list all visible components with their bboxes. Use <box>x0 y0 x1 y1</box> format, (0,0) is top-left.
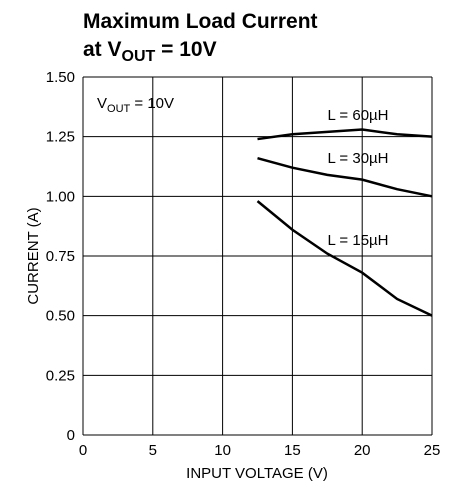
annotation-rest: = 10V <box>130 95 174 112</box>
y-tick-label: 0 <box>67 427 75 444</box>
x-tick-label: 25 <box>424 442 441 459</box>
chart-title: Maximum Load Current <box>83 10 318 33</box>
series-line <box>257 156 433 198</box>
x-tick-label: 20 <box>354 442 371 459</box>
annotation-text: V <box>97 95 107 112</box>
series-label: L = 60µH <box>327 107 388 124</box>
annotation: VOUT = 10V <box>97 95 174 115</box>
x-tick-label: 0 <box>79 442 87 459</box>
x-tick-label: 15 <box>284 442 301 459</box>
x-axis-label: INPUT VOLTAGE (V) <box>186 465 328 482</box>
y-tick-label: 1.00 <box>46 188 75 205</box>
x-tick-label: 5 <box>149 442 157 459</box>
series-line <box>257 128 433 141</box>
subtitle-text: at V <box>83 38 122 61</box>
y-axis-label: CURRENT (A) <box>25 207 42 304</box>
y-tick-label: 1.25 <box>46 129 75 146</box>
series-line <box>256 200 433 317</box>
annotation-sub: OUT <box>107 103 131 115</box>
y-tick-label: 0.25 <box>46 367 75 384</box>
subtitle-sub: OUT <box>122 48 156 65</box>
y-tick-label: 0.75 <box>46 248 75 265</box>
series-label: L = 15µH <box>327 232 388 249</box>
chart-subtitle: at VOUT = 10V <box>83 38 217 65</box>
x-tick-label: 10 <box>214 442 231 459</box>
y-tick-label: 0.50 <box>46 308 75 325</box>
series-label: L = 30µH <box>327 150 388 167</box>
y-tick-label: 1.50 <box>46 69 75 86</box>
subtitle-rest: = 10V <box>155 38 216 61</box>
